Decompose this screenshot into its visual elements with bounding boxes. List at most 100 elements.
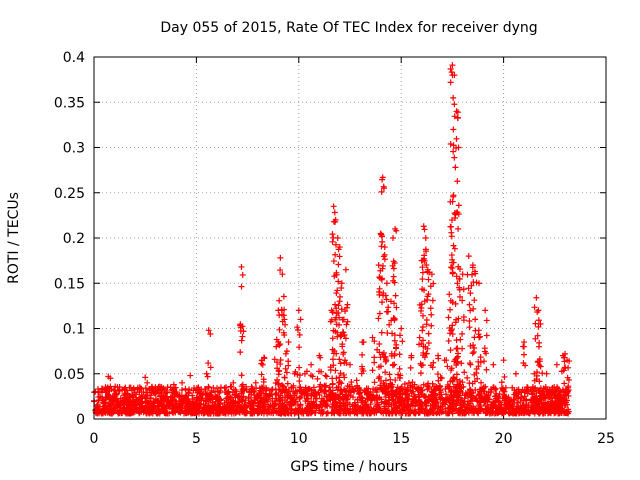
data-point [465, 285, 472, 292]
data-point [146, 410, 153, 417]
data-point [380, 380, 387, 387]
data-point [332, 251, 339, 258]
data-point [401, 404, 408, 411]
data-point [195, 405, 202, 412]
data-point [390, 258, 397, 265]
data-point [367, 410, 374, 417]
data-point [275, 381, 282, 388]
data-point [271, 407, 278, 414]
data-point [109, 400, 116, 407]
data-point [455, 225, 462, 232]
data-point [336, 298, 343, 305]
data-point [454, 109, 461, 116]
data-point [297, 316, 304, 323]
data-point [377, 408, 384, 415]
data-point [386, 321, 393, 328]
data-point [207, 331, 214, 338]
data-point [521, 388, 528, 395]
data-point [317, 354, 324, 361]
data-point [448, 223, 455, 230]
data-point [480, 358, 487, 365]
data-point [417, 384, 424, 391]
data-point [300, 408, 307, 415]
data-point [242, 397, 249, 404]
data-point [437, 389, 444, 396]
data-point [454, 280, 461, 287]
data-point [488, 405, 495, 412]
data-point [536, 393, 543, 400]
data-point [453, 273, 460, 280]
data-point [517, 398, 524, 405]
data-point [565, 376, 572, 383]
data-point [429, 380, 436, 387]
data-point [541, 410, 548, 417]
data-point [283, 348, 290, 355]
data-point [184, 397, 191, 404]
data-point [113, 391, 120, 398]
data-point [515, 386, 522, 393]
data-point [259, 406, 266, 413]
data-point [446, 397, 453, 404]
data-point [417, 307, 424, 314]
data-point [509, 384, 516, 391]
data-point [448, 327, 455, 334]
data-point [181, 400, 188, 407]
data-point [378, 188, 385, 195]
data-point [344, 301, 351, 308]
data-point [105, 403, 112, 410]
data-point [281, 306, 288, 313]
data-point [170, 381, 177, 388]
data-point [509, 401, 516, 408]
data-point [477, 386, 484, 393]
data-point [102, 399, 109, 406]
data-point [371, 338, 378, 345]
data-point [333, 321, 340, 328]
data-point [481, 398, 488, 405]
data-point [340, 396, 347, 403]
data-point [205, 360, 212, 367]
data-point [207, 364, 214, 371]
data-point [396, 332, 403, 339]
axis-ticks: 0 0.05 0.1 0.15 0.2 0.25 0.3 0.35 0.4 0 5 10 15 20 25 [54, 50, 615, 447]
data-point [191, 401, 198, 408]
data-point [223, 395, 230, 402]
data-point [397, 397, 404, 404]
data-point [468, 282, 475, 289]
data-point [291, 410, 298, 417]
x-tick-label: 5 [192, 431, 201, 447]
data-point [535, 343, 542, 350]
data-point [508, 397, 515, 404]
data-point [422, 235, 429, 241]
data-point [407, 410, 414, 417]
data-point [381, 251, 388, 258]
data-point [425, 330, 432, 337]
data-point [201, 405, 208, 412]
data-point [111, 387, 118, 394]
data-point [390, 235, 397, 241]
data-point [342, 266, 349, 273]
data-point [202, 391, 209, 398]
data-point [337, 400, 344, 407]
data-point [532, 335, 539, 342]
data-point [433, 385, 440, 392]
data-point [520, 403, 527, 410]
data-point [333, 290, 340, 297]
data-point [508, 404, 515, 411]
data-point [330, 362, 337, 369]
data-point [353, 377, 360, 384]
data-point [501, 373, 508, 380]
data-point [248, 409, 255, 416]
data-point [455, 315, 462, 322]
data-point [323, 401, 330, 408]
data-point [352, 401, 359, 408]
data-point [203, 370, 210, 377]
data-point [459, 389, 466, 396]
data-point [252, 379, 259, 386]
data-point [522, 402, 529, 409]
data-point [212, 388, 219, 395]
data-point [495, 393, 502, 400]
data-point [388, 381, 395, 388]
data-point [565, 392, 572, 399]
data-point [115, 399, 122, 406]
